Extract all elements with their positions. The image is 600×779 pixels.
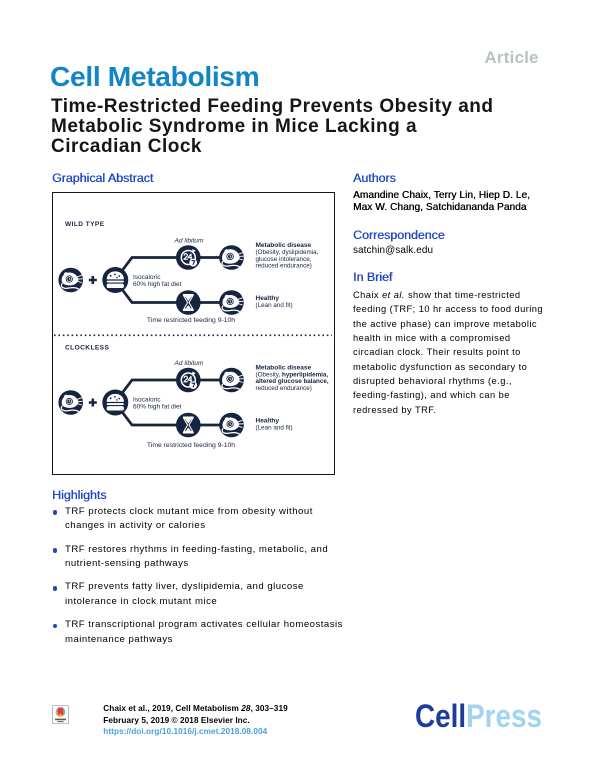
svg-text:Ad libitum: Ad libitum	[174, 360, 204, 367]
svg-text:Metabolic disease: Metabolic disease	[256, 242, 312, 249]
svg-text:reduced endurance): reduced endurance)	[256, 385, 312, 392]
svg-text:WILD TYPE: WILD TYPE	[65, 221, 105, 228]
svg-text:60% high fat diet: 60% high fat diet	[133, 281, 182, 288]
svg-text:(Obesity, dyslipidemia,: (Obesity, dyslipidemia,	[256, 249, 319, 256]
svg-text:Healthy: Healthy	[256, 295, 280, 302]
svg-text:Time restricted feeding 9-10h: Time restricted feeding 9-10h	[147, 317, 235, 324]
svg-text:Ad libitum: Ad libitum	[174, 238, 204, 245]
svg-text:Isocaloric: Isocaloric	[133, 274, 161, 281]
svg-text:(Lean and fit): (Lean and fit)	[256, 302, 293, 309]
svg-text:(Lean and fit): (Lean and fit)	[256, 425, 293, 432]
svg-text:Healthy: Healthy	[256, 418, 280, 425]
svg-text:altered glucose balance,: altered glucose balance,	[256, 378, 329, 385]
svg-text:60% high fat diet: 60% high fat diet	[133, 403, 182, 410]
svg-text:glucose intolerance,: glucose intolerance,	[256, 256, 312, 263]
svg-text:CLOCKLESS: CLOCKLESS	[65, 345, 109, 352]
svg-text:Metabolic disease: Metabolic disease	[256, 364, 312, 371]
svg-text:Time restricted feeding 9-10h: Time restricted feeding 9-10h	[147, 442, 235, 449]
svg-text:(Obesity, hyperlipidemia,: (Obesity, hyperlipidemia,	[256, 372, 329, 379]
svg-text:reduced endurance): reduced endurance)	[256, 263, 312, 270]
svg-text:CellPress: CellPress	[415, 698, 542, 732]
svg-text:Isocaloric: Isocaloric	[133, 397, 161, 404]
